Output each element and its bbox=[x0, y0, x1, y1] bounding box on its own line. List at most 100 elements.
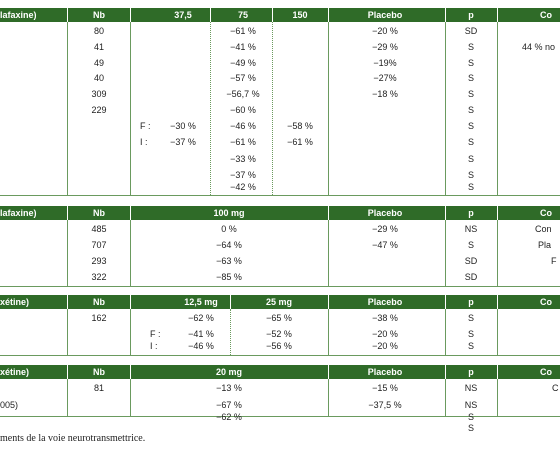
table-cell: F : bbox=[140, 121, 151, 131]
table-cell: −20 % bbox=[372, 329, 398, 339]
table-cell: −20 % bbox=[372, 26, 398, 36]
table-cell: −56 % bbox=[266, 341, 292, 351]
table-cell: S bbox=[467, 412, 475, 422]
table-cell: S bbox=[467, 42, 475, 52]
table-cell: I : bbox=[150, 341, 158, 351]
table-cell: S bbox=[467, 137, 475, 147]
section-1-nb-header: Nb bbox=[93, 10, 105, 20]
section-1-dose-37-header: 37,5 bbox=[174, 10, 192, 20]
table-cell: 485 bbox=[91, 224, 107, 234]
section-4-dose-header: 20 mg bbox=[215, 367, 243, 377]
section-4-header: xétine) Nb 20 mg Placebo p Co bbox=[0, 365, 560, 379]
section-4-placebo-header: Placebo bbox=[367, 367, 403, 377]
section-1-dose-150-header: 150 bbox=[292, 10, 308, 20]
table-cell: 162 bbox=[91, 313, 107, 323]
table-cell: 44 % no bbox=[522, 42, 556, 52]
table-cell: 309 bbox=[91, 89, 107, 99]
table-cell: −18 % bbox=[372, 89, 398, 99]
table-cell: −62 % bbox=[216, 412, 242, 422]
table-cell: 40 bbox=[93, 73, 105, 83]
table-cell: −52 % bbox=[266, 329, 292, 339]
table-cell: −56,7 % bbox=[226, 89, 260, 99]
table-cell: S bbox=[467, 341, 475, 351]
table-cell: −42 % bbox=[230, 182, 256, 192]
table-cell: −61 % bbox=[287, 137, 313, 147]
table-cell: −49 % bbox=[230, 58, 256, 68]
table-cell: −41 % bbox=[230, 42, 256, 52]
section-2-nb-header: Nb bbox=[93, 208, 105, 218]
table-cell: −29 % bbox=[372, 224, 398, 234]
footnote: ments de la voie neurotransmettrice. bbox=[0, 433, 146, 444]
table-cell: 707 bbox=[91, 240, 107, 250]
table-cell: −37 % bbox=[230, 170, 256, 180]
section-1-title: lafaxine) bbox=[0, 10, 37, 20]
section-3-title: xétine) bbox=[0, 297, 30, 307]
table-cell: 80 bbox=[93, 26, 105, 36]
table-cell: −64 % bbox=[216, 240, 242, 250]
table-cell: NS bbox=[464, 400, 478, 410]
table-cell: −61 % bbox=[230, 137, 256, 147]
section-2-header: lafaxine) Nb 100 mg Placebo p Co bbox=[0, 206, 560, 220]
section-2-comment-header: Co bbox=[540, 208, 552, 218]
table-cell: −29 % bbox=[372, 42, 398, 52]
table-cell: 005) bbox=[0, 400, 19, 410]
table-cell: S bbox=[467, 121, 475, 131]
table-cell: 293 bbox=[91, 256, 107, 266]
table-cell: −38 % bbox=[372, 313, 398, 323]
table-cell: −15 % bbox=[372, 383, 398, 393]
table-cell: 49 bbox=[93, 58, 105, 68]
table-cell: F bbox=[551, 256, 557, 266]
section-4-p-header: p bbox=[468, 367, 474, 377]
table-cell: −20 % bbox=[372, 341, 398, 351]
section-1-header: lafaxine) Nb 37,5 75 150 Placebo p Co bbox=[0, 8, 560, 22]
table-cell: −37 % bbox=[170, 137, 196, 147]
section-1-p-header: p bbox=[468, 10, 474, 20]
table-cell: NS bbox=[464, 224, 478, 234]
table-cell: −85 % bbox=[216, 272, 242, 282]
table-cell: −60 % bbox=[230, 105, 256, 115]
table-cell: S bbox=[467, 170, 475, 180]
table-cell: S bbox=[467, 182, 475, 192]
section-3-header: xétine) Nb 12,5 mg 25 mg Placebo p Co bbox=[0, 295, 560, 309]
table-cell: −62 % bbox=[188, 313, 214, 323]
table-cell: S bbox=[467, 58, 475, 68]
table-cell: S bbox=[467, 240, 475, 250]
table-cell: 322 bbox=[91, 272, 107, 282]
table-cell: C bbox=[552, 383, 559, 393]
section-3-placebo-header: Placebo bbox=[367, 297, 403, 307]
table-cell: 0 % bbox=[221, 224, 237, 234]
table-cell: 81 bbox=[93, 383, 105, 393]
section-3-dose-12-header: 12,5 mg bbox=[184, 297, 218, 307]
section-3-dose-25-header: 25 mg bbox=[265, 297, 293, 307]
table-cell: −61 % bbox=[230, 26, 256, 36]
table-cell: S bbox=[467, 423, 475, 433]
table-cell: S bbox=[467, 154, 475, 164]
section-3-p-header: p bbox=[468, 297, 474, 307]
section-4-comment-header: Co bbox=[540, 367, 552, 377]
table-cell: S bbox=[467, 313, 475, 323]
section-3-comment-header: Co bbox=[540, 297, 552, 307]
table-cell: −27% bbox=[373, 73, 397, 83]
table-cell: SD bbox=[464, 272, 478, 282]
table-cell: −58 % bbox=[287, 121, 313, 131]
table-cell: Con bbox=[535, 224, 552, 234]
table-cell: −41 % bbox=[188, 329, 214, 339]
table-cell: −47 % bbox=[372, 240, 398, 250]
table-cell: −57 % bbox=[230, 73, 256, 83]
table-cell: −19% bbox=[373, 58, 397, 68]
section-1-dose-75-header: 75 bbox=[237, 10, 249, 20]
table-cell: 229 bbox=[91, 105, 107, 115]
table-cell: Pla bbox=[538, 240, 552, 250]
table-cell: 41 bbox=[93, 42, 105, 52]
section-2-title: lafaxine) bbox=[0, 208, 37, 218]
section-2-placebo-header: Placebo bbox=[367, 208, 403, 218]
table-cell: −46 % bbox=[188, 341, 214, 351]
table-cell: F : bbox=[150, 329, 161, 339]
table-cell: −33 % bbox=[230, 154, 256, 164]
table-cell: −37,5 % bbox=[368, 400, 402, 410]
section-3-nb-header: Nb bbox=[93, 297, 105, 307]
table-cell: SD bbox=[464, 256, 478, 266]
table-cell: SD bbox=[464, 26, 478, 36]
table-cell: S bbox=[467, 73, 475, 83]
